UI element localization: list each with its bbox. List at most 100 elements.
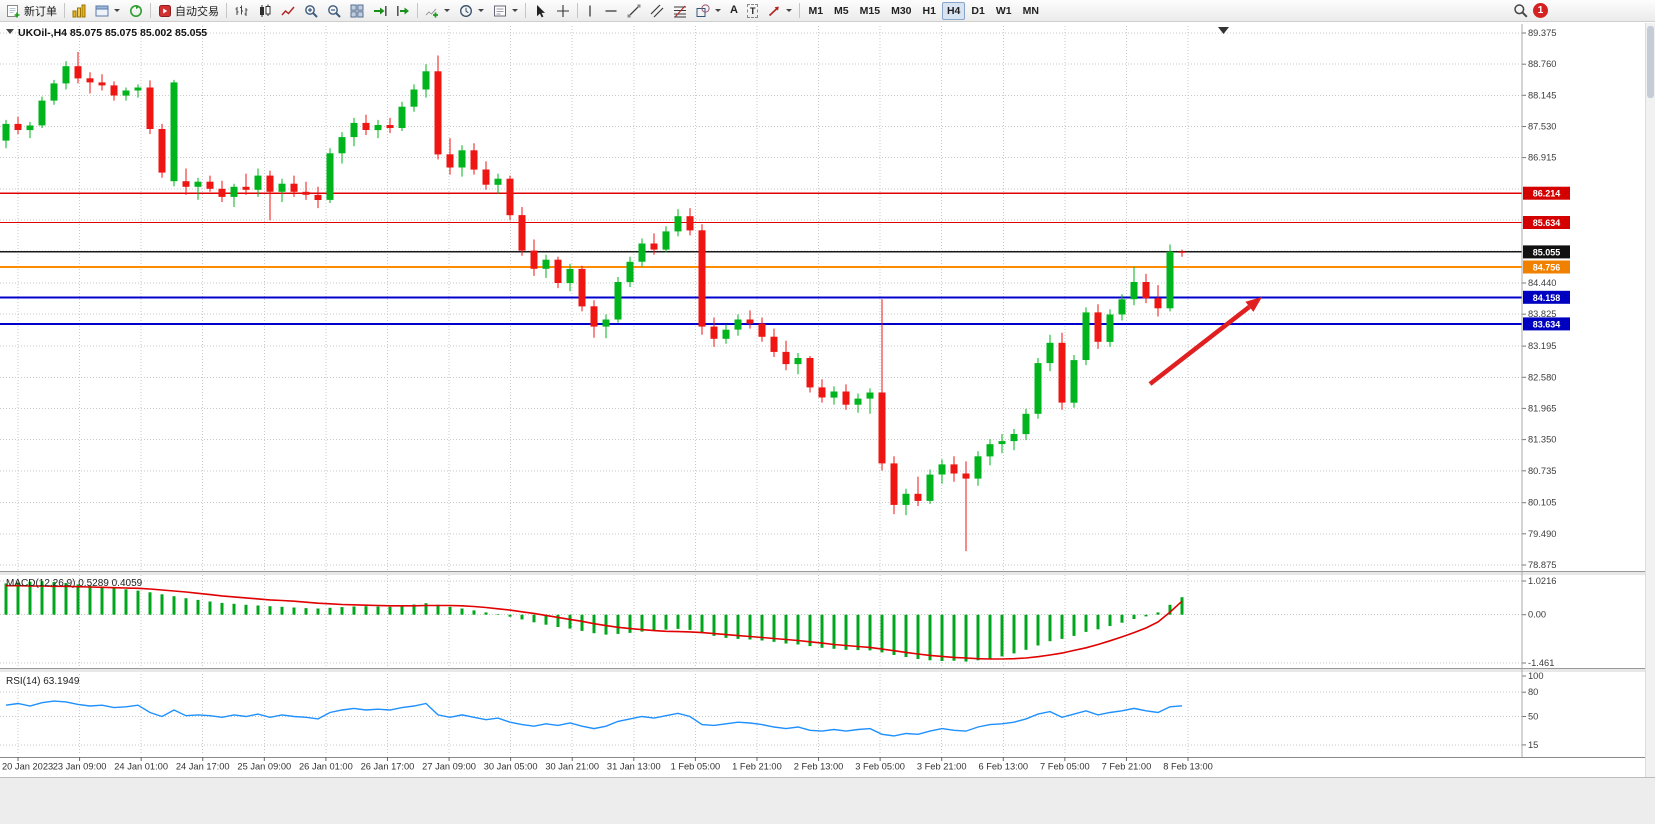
zoom-in-icon	[304, 4, 318, 18]
zoom-out-button[interactable]	[323, 1, 345, 20]
time-axis-label: 26 Jan 17:00	[361, 762, 415, 772]
tile-windows-button[interactable]	[346, 1, 368, 20]
candlestick-mode-button[interactable]	[254, 1, 276, 20]
toolbar-separator	[799, 3, 801, 18]
timeframe-button-m15[interactable]: M15	[859, 4, 881, 17]
toolbar-separator	[64, 3, 65, 18]
macd-axis-label: 0.00	[1528, 610, 1546, 620]
chart-shift-marker-icon[interactable]	[1218, 27, 1229, 34]
autotrading-status-icon	[158, 4, 172, 18]
trend-arrow-head[interactable]	[1245, 297, 1262, 312]
time-axis-label: 7 Feb 21:00	[1102, 762, 1152, 772]
trendline-tool-button[interactable]	[623, 1, 645, 20]
toolbar-separator	[525, 3, 526, 18]
line-chart-mode-button[interactable]	[277, 1, 299, 20]
label-tool-button[interactable]: T	[743, 1, 763, 20]
rsi-axis-label: 50	[1528, 712, 1538, 722]
line-chart-icon	[281, 4, 295, 18]
price-badge-label: 84.756	[1533, 263, 1561, 273]
crosshair-icon	[556, 4, 570, 18]
toolbar-separator	[150, 3, 151, 18]
arrows-tool-button[interactable]	[763, 1, 796, 20]
collapse-triangle-icon[interactable]	[6, 29, 14, 34]
cursor-tool-button[interactable]	[529, 1, 551, 20]
vertical-line-tool-button[interactable]	[581, 1, 599, 20]
price-axis-label: 80.105	[1528, 498, 1556, 508]
scrollbar-thumb[interactable]	[1647, 26, 1654, 98]
search-button[interactable]	[1509, 1, 1532, 20]
bar-chart-mode-button[interactable]	[230, 1, 253, 20]
macd-axis-label: -1.461	[1528, 658, 1554, 668]
price-badge-label: 86.214	[1533, 189, 1561, 199]
time-axis-label: 6 Feb 13:00	[978, 762, 1028, 772]
price-axis-label: 88.760	[1528, 59, 1556, 69]
timeframe-button-h4[interactable]: H4	[941, 1, 966, 20]
price-axis-label: 82.580	[1528, 372, 1556, 382]
time-axis-label: 26 Jan 01:00	[299, 762, 353, 772]
price-badge-label: 83.634	[1533, 319, 1561, 329]
new-order-button[interactable]: 新订单	[3, 1, 61, 20]
new-order-icon	[7, 4, 21, 18]
bottom-strip	[0, 777, 1655, 824]
time-axis-label: 24 Jan 01:00	[114, 762, 168, 772]
trend-arrow[interactable]	[1148, 305, 1251, 386]
macd-axis-label: 1.0216	[1528, 576, 1556, 586]
price-axis-label: 81.965	[1528, 403, 1556, 413]
price-badge-label: 85.055	[1533, 247, 1561, 257]
price-axis-label: 87.530	[1528, 121, 1556, 131]
crosshair-tool-button[interactable]	[552, 1, 574, 20]
profiles-button[interactable]	[91, 1, 124, 20]
vertical-scrollbar[interactable]	[1645, 23, 1655, 777]
indicator-plus-icon	[425, 4, 439, 18]
zoom-in-button[interactable]	[300, 1, 322, 20]
text-tool-button[interactable]: A	[726, 1, 742, 20]
shapes-tool-button[interactable]	[692, 1, 725, 20]
fibonacci-tool-button[interactable]	[669, 1, 691, 20]
horizontal-line-icon	[604, 4, 618, 18]
price-axis-label: 78.875	[1528, 560, 1556, 570]
timeframe-button-m30[interactable]: M30	[891, 4, 912, 17]
autotrading-button[interactable]: 自动交易	[154, 1, 223, 20]
notification-badge[interactable]: 1	[1533, 3, 1548, 18]
tile-windows-icon	[350, 4, 364, 18]
horizontal-line-tool-button[interactable]	[600, 1, 622, 20]
refresh-button[interactable]	[125, 1, 147, 20]
timeframe-button-h1[interactable]: H1	[922, 4, 936, 17]
timeframe-button-d1[interactable]: D1	[971, 4, 985, 17]
panel-divider-rsi[interactable]	[0, 669, 1655, 672]
panel-divider-macd[interactable]	[0, 572, 1655, 575]
rsi-line	[5, 700, 1183, 737]
timeframe-button-mn[interactable]: MN	[1022, 4, 1039, 17]
autotrading-label: 自动交易	[175, 5, 219, 18]
templates-button[interactable]	[489, 1, 522, 20]
text-a-icon: A	[730, 4, 738, 16]
timeframe-button-w1[interactable]: W1	[995, 4, 1012, 17]
search-icon	[1513, 3, 1528, 18]
price-axis-label: 80.735	[1528, 466, 1556, 476]
price-badge-84.158: 84.158	[1523, 290, 1570, 304]
periods-button[interactable]	[455, 1, 488, 20]
timeframe-button-m1[interactable]: M1	[808, 4, 824, 17]
channel-tool-button[interactable]	[646, 1, 668, 20]
indicators-button[interactable]	[421, 1, 454, 20]
time-axis-label: 2 Feb 13:00	[794, 762, 844, 772]
chevron-down-icon	[512, 9, 518, 12]
auto-scroll-button[interactable]	[369, 1, 391, 20]
candlestick-series	[2, 52, 1186, 552]
toolbar-separator	[577, 3, 578, 18]
time-axis-label: 7 Feb 05:00	[1040, 762, 1090, 772]
new-chart-button[interactable]	[68, 1, 90, 20]
label-t-icon: T	[746, 3, 759, 18]
price-axis-label: 83.825	[1528, 309, 1556, 319]
macd-histogram	[4, 581, 1184, 662]
timeframe-button-m5[interactable]: M5	[834, 4, 849, 17]
price-badge-84.756: 84.756	[1523, 260, 1570, 274]
chart-shift-button[interactable]	[392, 1, 414, 20]
chevron-down-icon	[478, 9, 484, 12]
chevron-down-icon	[786, 9, 793, 12]
shapes-icon	[696, 3, 710, 18]
time-axis-label: 1 Feb 21:00	[732, 762, 782, 772]
refresh-icon	[129, 4, 143, 18]
price-badge-85.055: 85.055	[1523, 245, 1570, 259]
